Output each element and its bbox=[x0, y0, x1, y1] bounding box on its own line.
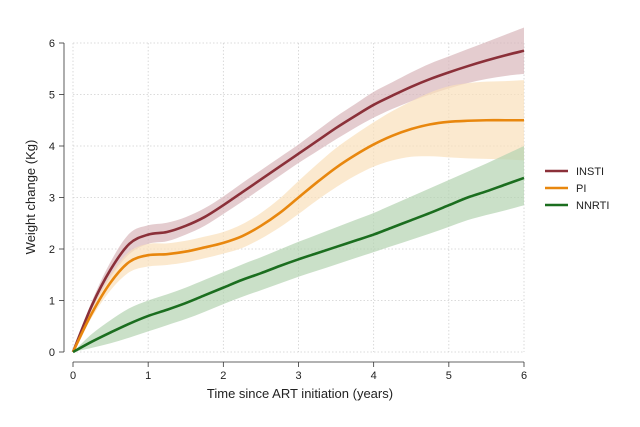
x-tick-label: 4 bbox=[371, 370, 377, 382]
ci-band-pi bbox=[73, 80, 524, 352]
y-tick-labels: 0 1 2 3 4 5 6 bbox=[49, 38, 64, 359]
x-tick-label: 3 bbox=[295, 370, 301, 382]
x-axis-label: Time since ART initiation (years) bbox=[207, 386, 393, 401]
legend-label-nnrti: NNRTI bbox=[576, 200, 609, 212]
x-tick-label: 1 bbox=[145, 370, 151, 382]
x-tick-label: 0 bbox=[70, 370, 76, 382]
y-tick-label: 2 bbox=[49, 244, 55, 256]
series-line-nnrti bbox=[72, 176, 525, 354]
x-tick-label: 6 bbox=[521, 370, 527, 382]
ci-band-nnrti bbox=[73, 146, 524, 352]
y-tick-label: 6 bbox=[49, 38, 55, 50]
y-tick-label: 0 bbox=[49, 347, 55, 359]
x-tick-label: 2 bbox=[220, 370, 226, 382]
ci-band-insti bbox=[73, 27, 524, 353]
confidence-bands bbox=[73, 27, 524, 353]
y-axis-label: Weight change (Kg) bbox=[23, 140, 38, 255]
x-tick-labels: 0 1 2 3 4 5 6 bbox=[70, 362, 527, 382]
series-line-pi bbox=[71, 118, 524, 353]
y-tick-label: 5 bbox=[49, 90, 55, 102]
series-line-insti bbox=[71, 49, 525, 353]
y-tick-label: 3 bbox=[49, 193, 55, 205]
series-lines bbox=[71, 49, 525, 354]
y-tick-label: 1 bbox=[49, 296, 55, 308]
legend: INSTI PI NNRTI bbox=[545, 166, 609, 212]
legend-label-insti: INSTI bbox=[576, 166, 604, 178]
legend-label-pi: PI bbox=[576, 183, 586, 195]
x-tick-label: 5 bbox=[446, 370, 452, 382]
y-tick-label: 4 bbox=[49, 141, 55, 153]
